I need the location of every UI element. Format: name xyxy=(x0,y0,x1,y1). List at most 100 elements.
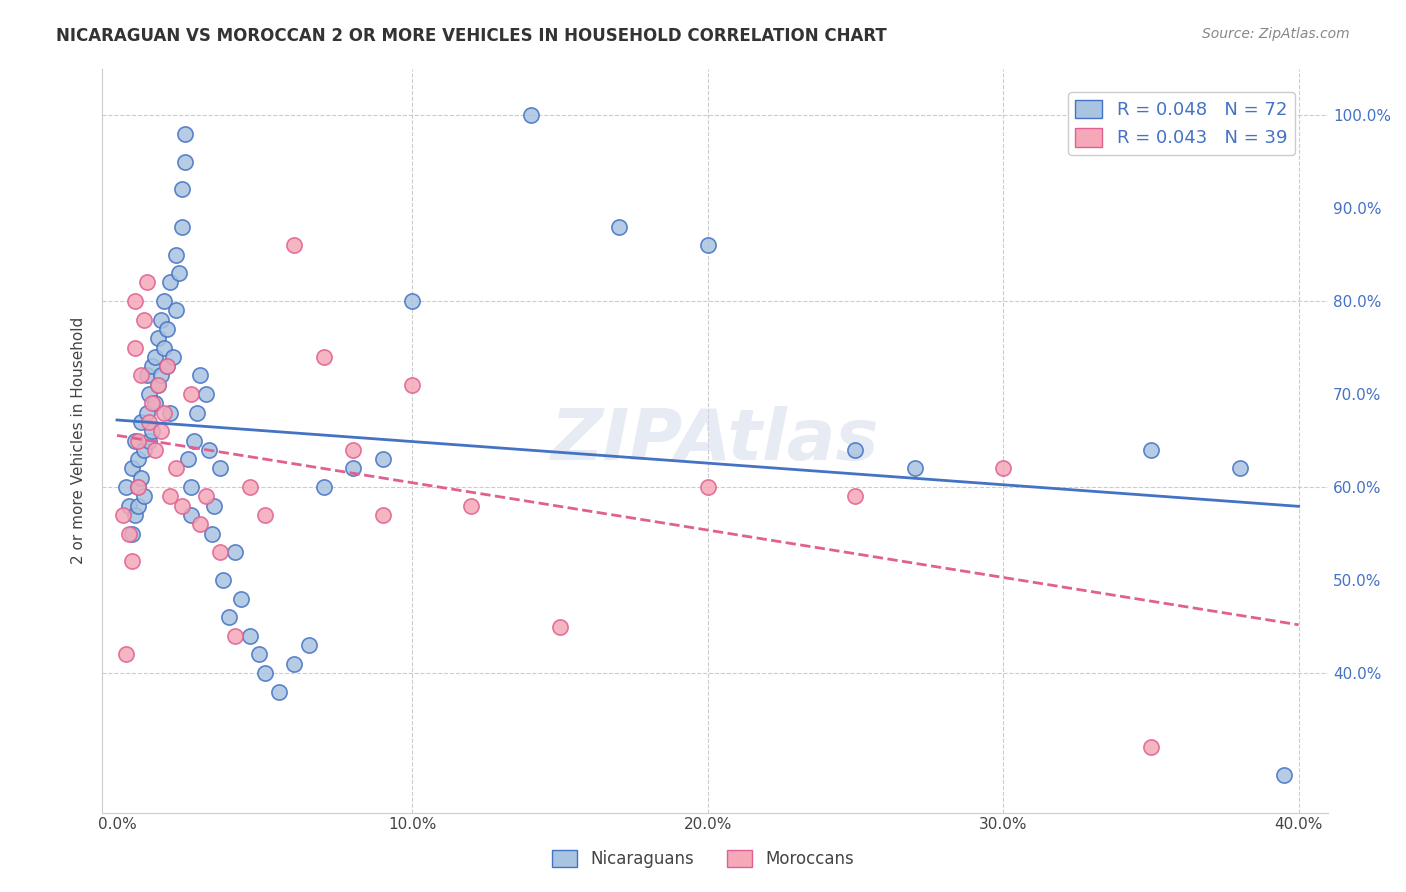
Point xyxy=(148,331,170,345)
Point xyxy=(229,591,252,606)
Point xyxy=(156,322,179,336)
Point xyxy=(129,368,152,383)
Point xyxy=(174,127,197,141)
Point xyxy=(141,424,163,438)
Point xyxy=(127,480,149,494)
Point xyxy=(127,499,149,513)
Point xyxy=(170,182,193,196)
Point xyxy=(194,489,217,503)
Point xyxy=(150,312,173,326)
Point xyxy=(124,293,146,308)
Point xyxy=(218,610,240,624)
Point xyxy=(121,526,143,541)
Point xyxy=(115,480,138,494)
Point xyxy=(115,648,138,662)
Point xyxy=(159,276,181,290)
Point xyxy=(1272,768,1295,782)
Point xyxy=(239,480,262,494)
Point xyxy=(212,573,235,587)
Legend: R = 0.048   N = 72, R = 0.043   N = 39: R = 0.048 N = 72, R = 0.043 N = 39 xyxy=(1069,93,1295,154)
Point xyxy=(200,526,222,541)
Point xyxy=(145,442,167,457)
Point xyxy=(145,350,167,364)
Point xyxy=(124,508,146,522)
Point xyxy=(177,452,200,467)
Point xyxy=(121,461,143,475)
Point xyxy=(298,638,321,652)
Point xyxy=(180,508,202,522)
Point xyxy=(165,461,187,475)
Point xyxy=(696,238,718,252)
Point xyxy=(153,406,176,420)
Point xyxy=(209,461,232,475)
Point xyxy=(159,406,181,420)
Point xyxy=(111,508,134,522)
Legend: Nicaraguans, Moroccans: Nicaraguans, Moroccans xyxy=(546,843,860,875)
Point xyxy=(342,461,364,475)
Point xyxy=(204,499,226,513)
Point xyxy=(401,377,423,392)
Point xyxy=(141,396,163,410)
Point xyxy=(118,499,141,513)
Point xyxy=(312,350,335,364)
Text: NICARAGUAN VS MOROCCAN 2 OR MORE VEHICLES IN HOUSEHOLD CORRELATION CHART: NICARAGUAN VS MOROCCAN 2 OR MORE VEHICLE… xyxy=(56,27,887,45)
Text: ZIPAtlas: ZIPAtlas xyxy=(551,406,879,475)
Point xyxy=(253,508,276,522)
Point xyxy=(138,434,160,448)
Point xyxy=(167,266,190,280)
Point xyxy=(1229,461,1251,475)
Point xyxy=(239,629,262,643)
Point xyxy=(224,629,246,643)
Point xyxy=(1140,740,1163,755)
Point xyxy=(165,247,187,261)
Point xyxy=(993,461,1015,475)
Point xyxy=(696,480,718,494)
Point xyxy=(209,545,232,559)
Point xyxy=(153,293,176,308)
Point xyxy=(156,359,179,373)
Point xyxy=(371,452,394,467)
Point xyxy=(135,368,157,383)
Point xyxy=(224,545,246,559)
Point xyxy=(121,554,143,568)
Point xyxy=(127,434,149,448)
Point xyxy=(135,276,157,290)
Point xyxy=(519,108,541,122)
Y-axis label: 2 or more Vehicles in Household: 2 or more Vehicles in Household xyxy=(72,317,86,564)
Point xyxy=(283,238,305,252)
Point xyxy=(156,359,179,373)
Point xyxy=(186,406,208,420)
Point xyxy=(141,359,163,373)
Point xyxy=(132,489,155,503)
Point xyxy=(129,415,152,429)
Point xyxy=(844,489,866,503)
Point xyxy=(162,350,184,364)
Point xyxy=(183,434,205,448)
Point xyxy=(132,312,155,326)
Point xyxy=(371,508,394,522)
Point xyxy=(283,657,305,671)
Point xyxy=(188,368,211,383)
Point xyxy=(342,442,364,457)
Point xyxy=(607,219,630,234)
Point xyxy=(124,434,146,448)
Point xyxy=(150,368,173,383)
Point xyxy=(844,442,866,457)
Point xyxy=(548,619,571,633)
Point xyxy=(138,387,160,401)
Point xyxy=(194,387,217,401)
Point xyxy=(145,396,167,410)
Point xyxy=(150,424,173,438)
Point xyxy=(253,666,276,681)
Point xyxy=(180,387,202,401)
Point xyxy=(1140,442,1163,457)
Point xyxy=(124,341,146,355)
Point xyxy=(129,471,152,485)
Point xyxy=(197,442,219,457)
Point xyxy=(148,377,170,392)
Point xyxy=(170,219,193,234)
Point xyxy=(135,406,157,420)
Point xyxy=(165,303,187,318)
Point xyxy=(269,684,291,698)
Point xyxy=(174,154,197,169)
